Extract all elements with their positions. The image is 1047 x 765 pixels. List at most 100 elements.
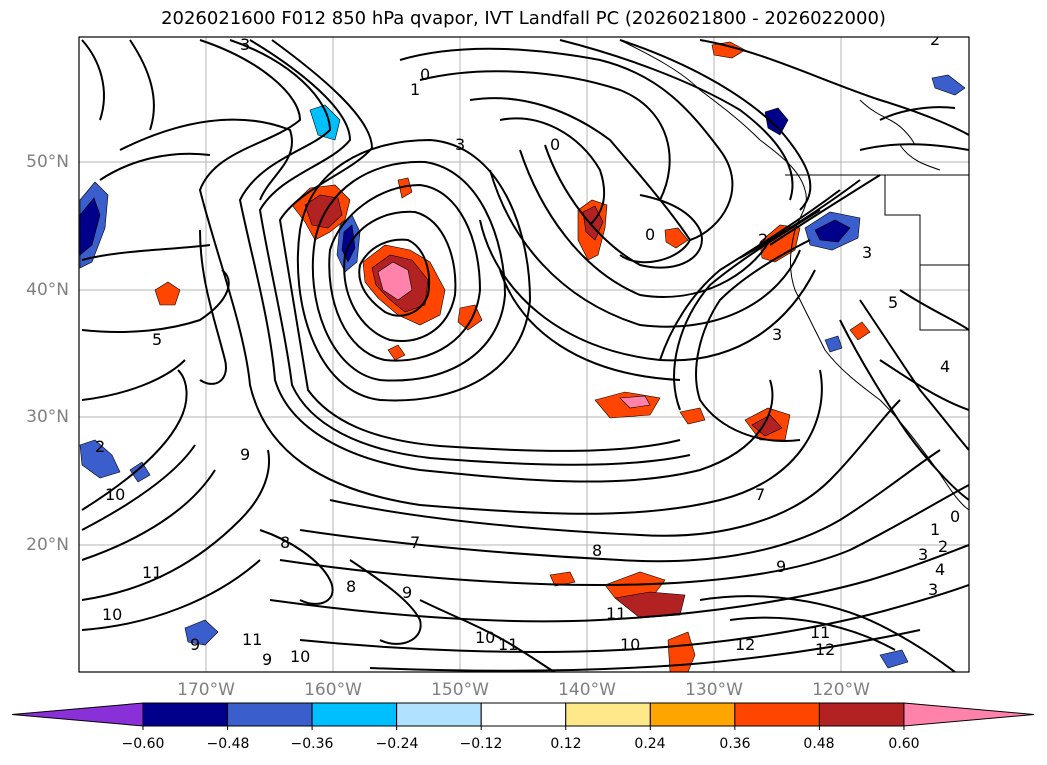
- contour-label: 11: [810, 623, 830, 642]
- colorbar-tick-label: −0.48: [206, 736, 250, 752]
- contour-label: 3: [918, 545, 928, 564]
- contour-label: 0: [645, 225, 655, 244]
- colorbar-segment: [649, 702, 736, 727]
- contour-label: 3: [862, 243, 872, 262]
- lon-label: 120°W: [812, 680, 870, 700]
- contour-label: 0: [420, 65, 430, 84]
- contour-label: 4: [935, 560, 945, 579]
- colorbar-segment: [734, 702, 820, 727]
- contour-label: 11: [498, 635, 518, 654]
- colorbar-tick-label: 0.12: [550, 736, 582, 752]
- colorbar-segment: [311, 702, 398, 727]
- patch-negative: [79, 439, 121, 479]
- patch-negative: [129, 461, 151, 483]
- patch-positive: [664, 227, 689, 249]
- contour-label: 3: [240, 35, 250, 54]
- patch-positive: [849, 321, 871, 341]
- patch-negative: [79, 197, 101, 256]
- map-title: 2026021600 F012 850 hPa qvapor, IVT Land…: [161, 8, 886, 29]
- patch-negative: [879, 649, 909, 669]
- contour-label: 10: [102, 605, 122, 624]
- contour-label: 11: [142, 563, 162, 582]
- colorbar-tick-label: −0.24: [375, 736, 419, 752]
- patch-negative: [764, 107, 789, 136]
- contour-label: 5: [888, 293, 898, 312]
- contour-label: 10: [620, 635, 640, 654]
- contour-labels: 3 0 2 1 3 0 0 2 3 5 4 3 5 2 9 10 11 10 9…: [95, 30, 960, 669]
- colorbar: [11, 702, 1035, 730]
- patch-negative: [814, 219, 851, 243]
- contour-label: 10: [105, 485, 125, 504]
- contour-label: 3: [928, 580, 938, 599]
- contour-label: 1: [410, 80, 420, 99]
- colorbar-segment: [565, 702, 651, 727]
- colorbar-tick-label: 0.60: [888, 736, 920, 752]
- patch-positive: [679, 407, 706, 425]
- colorbar-tick-label: −0.36: [290, 736, 334, 752]
- contour-label: 0: [550, 135, 560, 154]
- colorbar-extend-high: [903, 702, 1035, 727]
- lon-label: 150°W: [431, 680, 489, 700]
- contour-label: 9: [190, 635, 200, 654]
- contour-label: 7: [410, 533, 420, 552]
- patch-positive: [397, 177, 413, 199]
- patch-positive: [711, 41, 746, 59]
- patch-positive: [154, 281, 181, 306]
- contour-label: 1: [930, 520, 940, 539]
- contour-label: 0: [950, 507, 960, 526]
- contour-label: 3: [772, 325, 782, 344]
- colorbar-tick-label: −0.12: [459, 736, 503, 752]
- contour-label: 9: [262, 650, 272, 669]
- contour-label: 9: [240, 445, 250, 464]
- lat-label: 30°N: [26, 407, 69, 427]
- patch-positive: [387, 344, 406, 361]
- contour-lines: [81, 39, 969, 672]
- colorbar-segment: [142, 702, 229, 727]
- contour-label: 9: [776, 557, 786, 576]
- colorbar-extend-low: [11, 702, 144, 727]
- contour-label: 2: [758, 230, 768, 249]
- contour-label: 10: [290, 647, 310, 666]
- lon-label: 130°W: [685, 680, 743, 700]
- contour-label: 12: [815, 640, 835, 659]
- patch-negative: [184, 619, 219, 646]
- contour-label: 3: [455, 135, 465, 154]
- contour-label: 10: [475, 628, 495, 647]
- contour-label: 2: [95, 437, 105, 456]
- lat-label: 20°N: [26, 535, 69, 555]
- contour-label: 8: [592, 541, 602, 560]
- contour-label: 11: [606, 604, 626, 623]
- contour-label: 4: [940, 357, 950, 376]
- colorbar-tick-label: 0.36: [719, 736, 751, 752]
- contour-label: 8: [280, 533, 290, 552]
- lon-label: 170°W: [177, 680, 235, 700]
- contour-label: 8: [346, 577, 356, 596]
- contour-label: 2: [930, 30, 940, 49]
- colorbar-segment: [480, 702, 567, 727]
- colorbar-segment: [227, 702, 313, 727]
- lat-label: 40°N: [26, 280, 69, 300]
- coastlines: [619, 39, 969, 511]
- patch-positive: [759, 224, 801, 263]
- lon-label: 160°W: [304, 680, 362, 700]
- patch-negative: [931, 74, 966, 96]
- patch-positive: [549, 571, 576, 587]
- colorbar-tick-label: −0.60: [121, 736, 165, 752]
- colorbar-segment: [818, 702, 905, 727]
- contour-label: 2: [938, 537, 948, 556]
- patch-positive: [619, 395, 651, 409]
- patch-negative: [824, 335, 843, 353]
- patch-positive: [377, 261, 413, 301]
- map-frame: [78, 36, 970, 673]
- patch-positive: [614, 591, 686, 619]
- colorbar-segment: [396, 702, 482, 727]
- contour-label: 11: [242, 630, 262, 649]
- patch-positive: [304, 194, 343, 229]
- lon-label: 140°W: [558, 680, 616, 700]
- contour-label: 12: [735, 635, 755, 654]
- contour-label: 9: [402, 583, 412, 602]
- contour-label: 5: [152, 330, 162, 349]
- contour-label: 7: [755, 485, 765, 504]
- colorbar-tick-label: 0.48: [803, 736, 835, 752]
